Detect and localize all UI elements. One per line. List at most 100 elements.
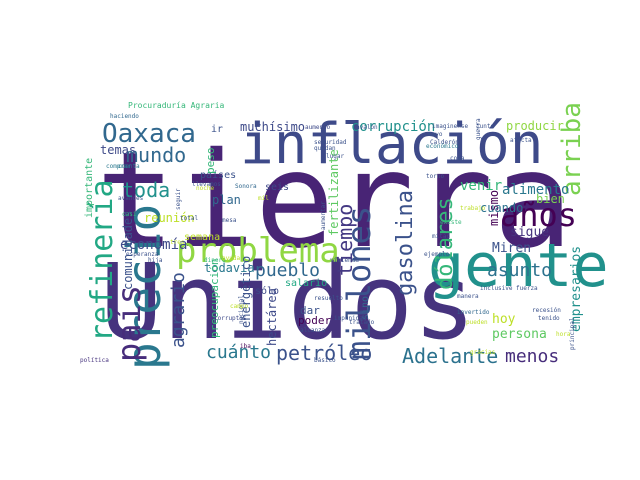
cloud-word: refinería	[85, 179, 120, 342]
cloud-word: económico	[426, 143, 459, 150]
cloud-word: preocupación	[208, 259, 221, 338]
cloud-word: ejemplo	[424, 251, 450, 258]
cloud-word: principal	[569, 317, 576, 350]
cloud-word: precio	[117, 204, 171, 370]
cloud-word: toda	[122, 178, 170, 202]
cloud-word: inclusive	[480, 285, 513, 292]
cloud-word: recesión	[532, 307, 561, 314]
cloud-word: asunto	[487, 260, 552, 281]
cloud-word: todavía	[204, 261, 255, 275]
cloud-word: importante	[84, 158, 95, 218]
cloud-word: país	[110, 285, 148, 362]
cloud-word: seguridad	[314, 139, 347, 146]
cloud-word: trabajo	[460, 205, 486, 212]
cloud-word: manera	[457, 293, 479, 300]
cloud-word: guerra	[475, 118, 482, 140]
cloud-word: avalón	[356, 124, 378, 131]
cloud-word: hoy	[492, 312, 516, 327]
cloud-word: política	[80, 357, 109, 364]
cloud-word: Adelante	[402, 344, 498, 368]
cloud-word: muchísimo	[240, 120, 305, 134]
cloud-word: aumento	[305, 124, 331, 131]
cloud-word: menos	[505, 346, 559, 367]
cloud-word: Oaxaca	[102, 119, 196, 149]
cloud-word: alcanza	[300, 327, 326, 334]
cloud-word: años	[500, 196, 577, 234]
cloud-word: salario	[285, 278, 327, 289]
cloud-word: agrario	[168, 272, 189, 348]
cloud-word: básico	[314, 357, 336, 364]
cloud-word: Calderón	[430, 139, 459, 146]
cloud-word: ir	[211, 124, 223, 135]
cloud-word: corruptos	[214, 315, 247, 322]
cloud-word: mesa	[222, 217, 237, 224]
cloud-word: existe	[440, 219, 462, 226]
cloud-word: noche	[196, 185, 214, 192]
cloud-word: plan	[212, 193, 241, 207]
cloud-word: semana	[184, 232, 220, 243]
cloud-word: mundo	[126, 143, 186, 167]
cloud-word: inflación	[240, 112, 543, 177]
cloud-word: afecta	[510, 137, 532, 144]
cloud-word: mayo	[428, 131, 443, 138]
cloud-word: iba	[240, 343, 251, 350]
cloud-word: temas	[100, 143, 136, 157]
cloud-word: Procuraduría Agraria	[128, 101, 225, 110]
cloud-word: gente	[428, 231, 609, 301]
cloud-word: seis	[265, 182, 289, 193]
cloud-word: peso	[204, 148, 217, 175]
cloud-word: avances	[118, 195, 144, 202]
cloud-word: corrupción	[351, 119, 435, 135]
cloud-word: países	[200, 169, 236, 181]
cloud-word: seguir	[175, 188, 182, 210]
cloud-word: pueden	[466, 319, 488, 326]
cloud-word: sigue	[510, 225, 549, 240]
cloud-word: aumentar	[320, 201, 327, 230]
cloud-word: economía	[120, 237, 187, 253]
cloud-word: esperanza	[126, 251, 159, 258]
cloud-word: dólares	[433, 197, 458, 290]
cloud-word: tratado	[349, 319, 375, 326]
cloud-word: Unidos	[100, 241, 476, 363]
cloud-word: impunidad	[334, 315, 367, 322]
cloud-word: reunión	[144, 211, 195, 225]
cloud-word: cuenta	[118, 163, 140, 170]
cloud-word: persona	[492, 327, 547, 342]
cloud-word: sólo	[255, 285, 279, 297]
cloud-word: cuando	[480, 201, 523, 215]
cloud-word: quedan	[314, 145, 336, 152]
cloud-word: tierra	[96, 124, 573, 278]
cloud-word: venir	[460, 178, 502, 194]
cloud-word: total	[180, 215, 198, 222]
cloud-word: bien	[536, 192, 565, 206]
cloud-word: millones	[340, 206, 378, 360]
cloud-word: tiempo	[333, 204, 357, 276]
cloud-word: lugar	[326, 153, 344, 160]
cloud-word: gasolina	[393, 190, 418, 296]
cloud-word: arriba	[557, 102, 587, 196]
cloud-word: energético	[239, 256, 253, 328]
cloud-word: mismo	[487, 190, 501, 226]
cloud-word: ayuda	[222, 255, 240, 262]
cloud-word: cuánto	[206, 342, 271, 363]
cloud-word: imaginense	[432, 123, 469, 130]
cloud-word: dinero	[204, 257, 226, 264]
cloud-word: fertilizante	[327, 149, 341, 236]
cloud-word: gracias	[470, 349, 496, 356]
cloud-word: torno	[426, 173, 444, 180]
cloud-word: comprar	[106, 163, 132, 170]
cloud-word: alimento	[502, 182, 569, 198]
cloud-word: problema	[176, 231, 340, 271]
cloud-word: vivienda	[330, 257, 359, 264]
cloud-word: invertido	[457, 309, 490, 316]
cloud-word: mil	[258, 195, 269, 202]
cloud-word: casi	[122, 211, 137, 218]
cloud-word: Sonora	[235, 183, 257, 190]
cloud-word: hectárea	[265, 288, 279, 346]
cloud-word: mitad	[432, 233, 450, 240]
cloud-word: tenido	[538, 315, 560, 322]
cloud-word: dar	[300, 304, 320, 317]
cloud-word: petróleo	[276, 341, 372, 365]
